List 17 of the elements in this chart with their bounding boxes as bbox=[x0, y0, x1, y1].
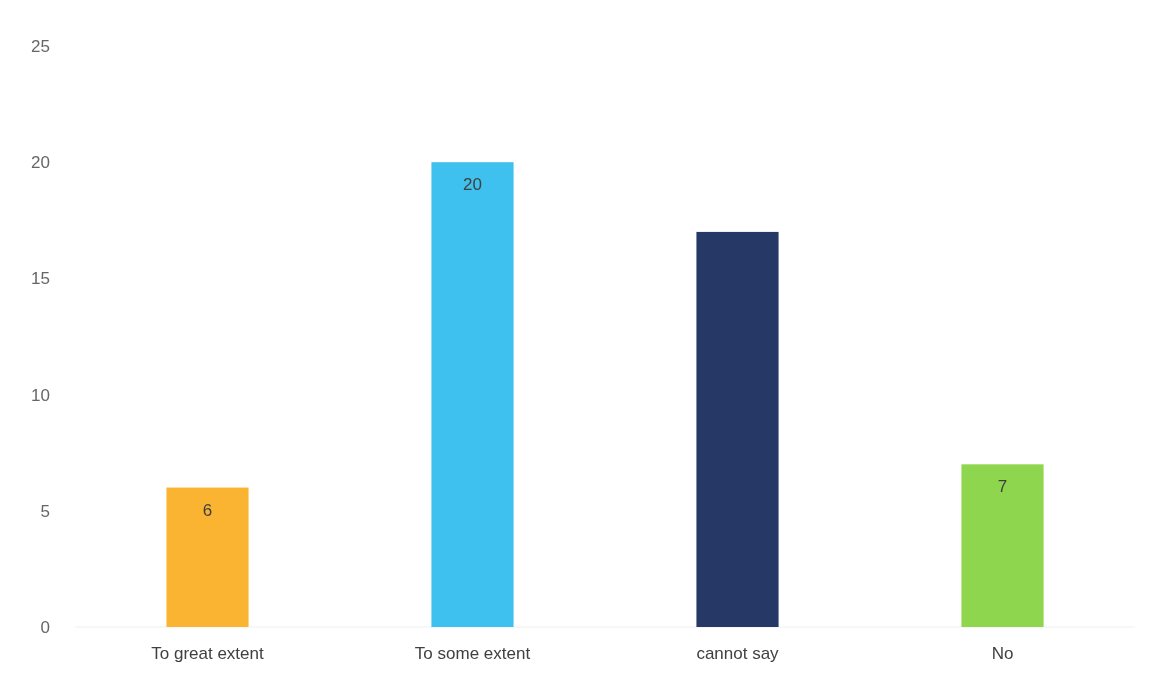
data-label: 6 bbox=[202, 500, 213, 520]
bar bbox=[696, 231, 779, 627]
bar bbox=[166, 487, 249, 627]
bar bbox=[961, 464, 1044, 627]
y-tick-label: 10 bbox=[31, 385, 50, 405]
bar bbox=[431, 162, 514, 627]
x-tick-label: cannot say bbox=[696, 644, 780, 663]
x-tick-label: To some extent bbox=[414, 644, 531, 663]
y-tick-label: 5 bbox=[40, 501, 50, 521]
x-tick-label: No bbox=[991, 644, 1014, 663]
y-tick-label: 0 bbox=[40, 617, 50, 637]
x-tick-label: To great extent bbox=[151, 644, 264, 663]
data-label: 20 bbox=[463, 175, 482, 195]
y-tick-label: 20 bbox=[31, 153, 50, 173]
data-label: 7 bbox=[997, 477, 1008, 497]
y-tick-label: 25 bbox=[31, 36, 50, 56]
y-tick-label: 15 bbox=[31, 269, 50, 289]
